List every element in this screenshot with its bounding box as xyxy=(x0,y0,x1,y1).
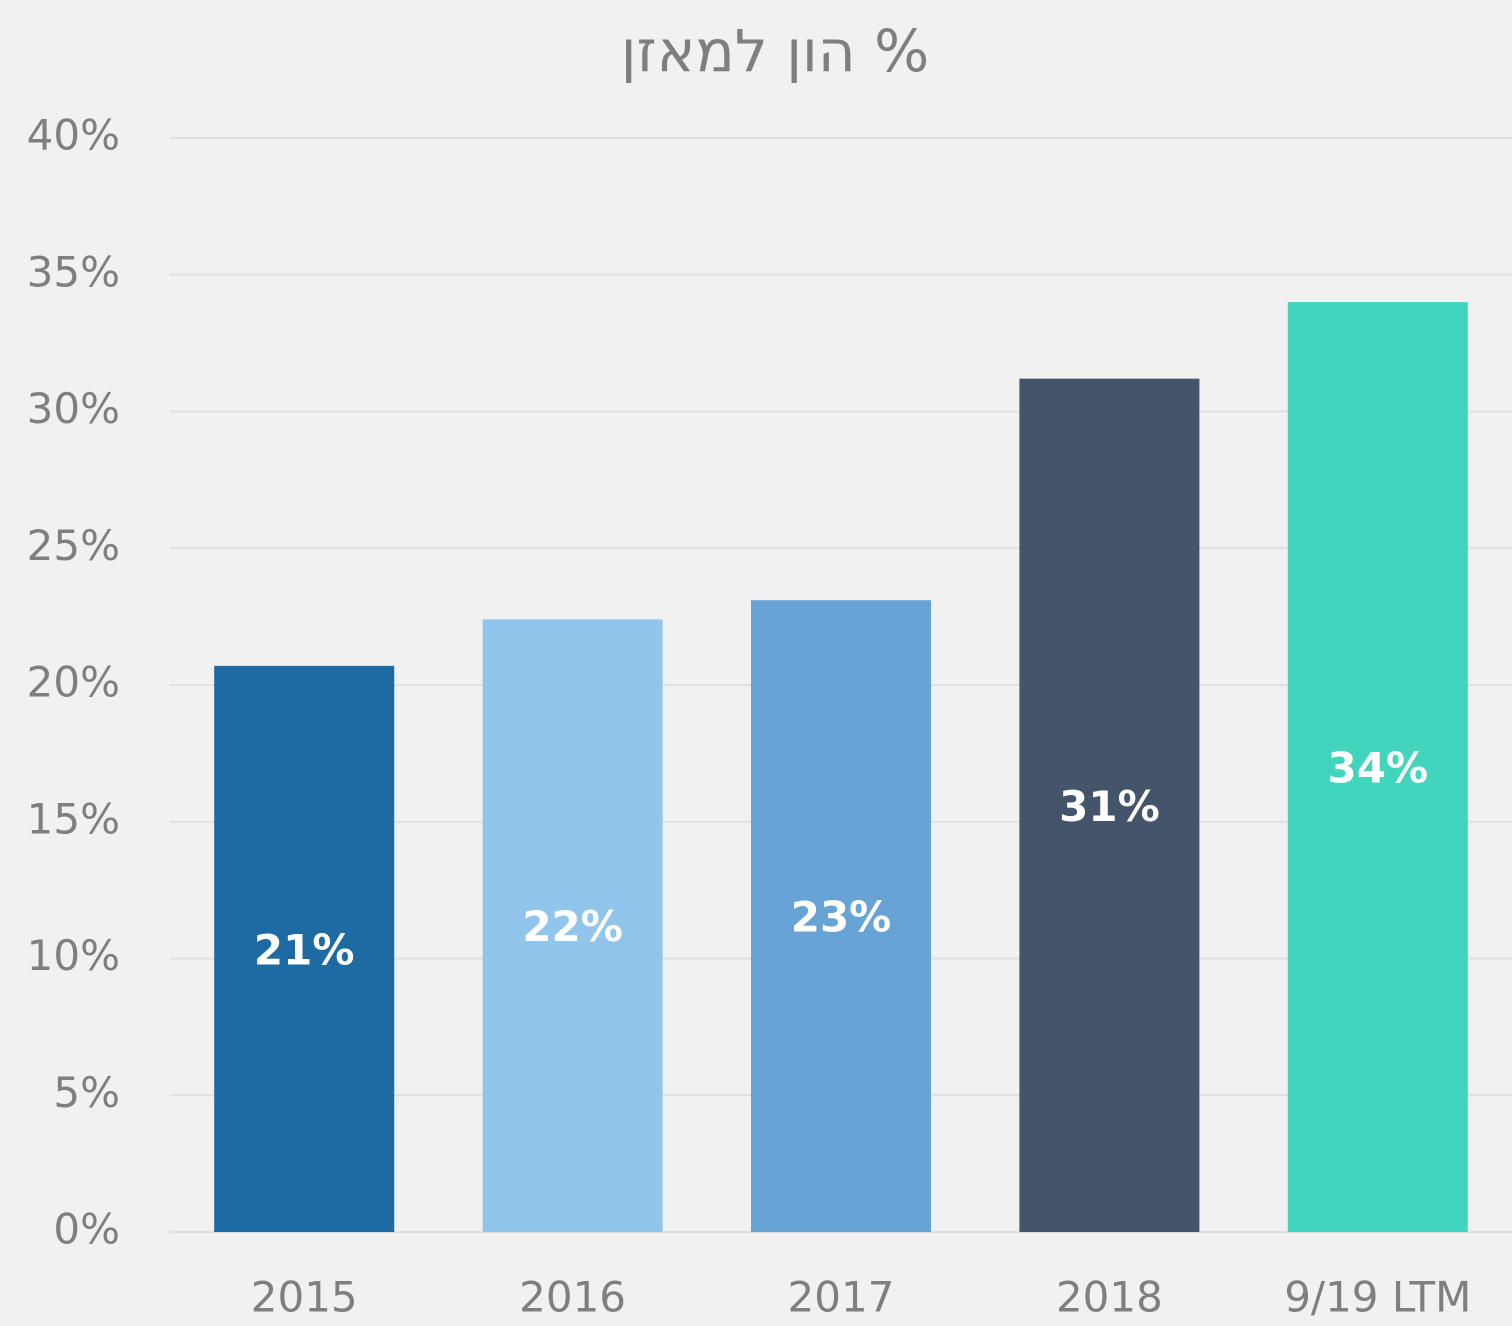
data-label: 21% xyxy=(254,925,355,974)
y-tick-label: 0% xyxy=(53,1205,120,1254)
data-label: 23% xyxy=(791,893,892,942)
bar xyxy=(214,665,395,1232)
x-tick-label: 9/19 LTM xyxy=(1284,1273,1471,1322)
y-tick-label: 35% xyxy=(27,247,120,296)
y-tick-label: 30% xyxy=(27,384,120,433)
data-label: 34% xyxy=(1328,744,1429,793)
data-label: 22% xyxy=(522,902,623,951)
bar xyxy=(1287,302,1468,1233)
x-tick-label: 2017 xyxy=(788,1273,895,1322)
y-tick-label: 40% xyxy=(27,111,120,160)
x-tick-label: 2015 xyxy=(251,1273,358,1322)
y-tick-label: 5% xyxy=(53,1068,120,1117)
y-tick-label: 20% xyxy=(27,658,120,707)
bar xyxy=(482,619,663,1232)
bar xyxy=(1019,378,1200,1232)
y-tick-label: 15% xyxy=(27,794,120,843)
chart-title: % הון למאזן xyxy=(621,17,930,85)
bar xyxy=(751,600,931,1232)
y-tick-label: 10% xyxy=(27,931,120,980)
x-tick-label: 2018 xyxy=(1056,1273,1163,1322)
x-tick-label: 2016 xyxy=(519,1273,626,1322)
y-tick-label: 25% xyxy=(27,521,120,570)
data-label: 31% xyxy=(1059,782,1160,831)
